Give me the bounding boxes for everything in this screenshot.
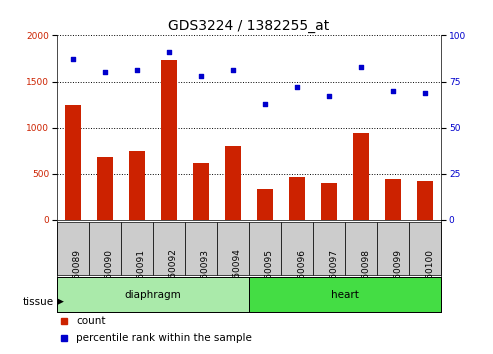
Text: GSM160094: GSM160094 <box>233 249 242 303</box>
Bar <box>249 277 441 312</box>
Text: percentile rank within the sample: percentile rank within the sample <box>76 333 252 343</box>
Point <box>101 69 108 75</box>
Text: diaphragm: diaphragm <box>124 290 181 299</box>
Text: GSM160100: GSM160100 <box>425 249 434 303</box>
Point <box>293 84 301 90</box>
Bar <box>385 179 401 220</box>
Bar <box>129 151 145 220</box>
Text: GSM160097: GSM160097 <box>329 249 338 303</box>
Bar <box>193 163 209 220</box>
Bar <box>153 222 185 275</box>
Text: GSM160098: GSM160098 <box>361 249 370 303</box>
Text: GSM160096: GSM160096 <box>297 249 306 303</box>
Bar <box>313 222 345 275</box>
Bar <box>249 222 281 275</box>
Text: GSM160095: GSM160095 <box>265 249 274 303</box>
Point <box>325 93 333 99</box>
Bar <box>225 146 241 220</box>
Point <box>261 101 269 107</box>
Point <box>357 64 365 70</box>
Bar <box>281 222 313 275</box>
Text: GSM160091: GSM160091 <box>137 249 146 303</box>
Title: GDS3224 / 1382255_at: GDS3224 / 1382255_at <box>168 19 330 33</box>
Point <box>421 90 429 96</box>
Bar <box>409 222 441 275</box>
Bar <box>345 222 377 275</box>
Bar <box>65 105 81 220</box>
Point <box>133 68 141 73</box>
Text: GSM160093: GSM160093 <box>201 249 210 303</box>
Bar <box>57 222 89 275</box>
Bar <box>321 183 337 220</box>
Point <box>165 49 173 55</box>
Point <box>229 68 237 73</box>
Text: tissue: tissue <box>23 297 54 307</box>
Bar <box>97 157 113 220</box>
Point <box>197 73 205 79</box>
Bar <box>353 133 369 220</box>
Bar <box>89 222 121 275</box>
Bar <box>417 181 433 220</box>
Text: GSM160099: GSM160099 <box>393 249 402 303</box>
Point <box>69 57 77 62</box>
Text: ▶: ▶ <box>57 297 64 306</box>
Text: count: count <box>76 316 106 326</box>
Bar <box>257 189 273 220</box>
Bar <box>57 277 249 312</box>
Bar <box>217 222 249 275</box>
Text: GSM160089: GSM160089 <box>73 249 82 303</box>
Bar <box>185 222 217 275</box>
Point <box>389 88 397 93</box>
Bar <box>289 177 305 220</box>
Bar <box>121 222 153 275</box>
Bar <box>161 60 177 220</box>
Text: heart: heart <box>331 290 359 299</box>
Text: GSM160090: GSM160090 <box>105 249 114 303</box>
Text: GSM160092: GSM160092 <box>169 249 178 303</box>
Bar <box>377 222 409 275</box>
